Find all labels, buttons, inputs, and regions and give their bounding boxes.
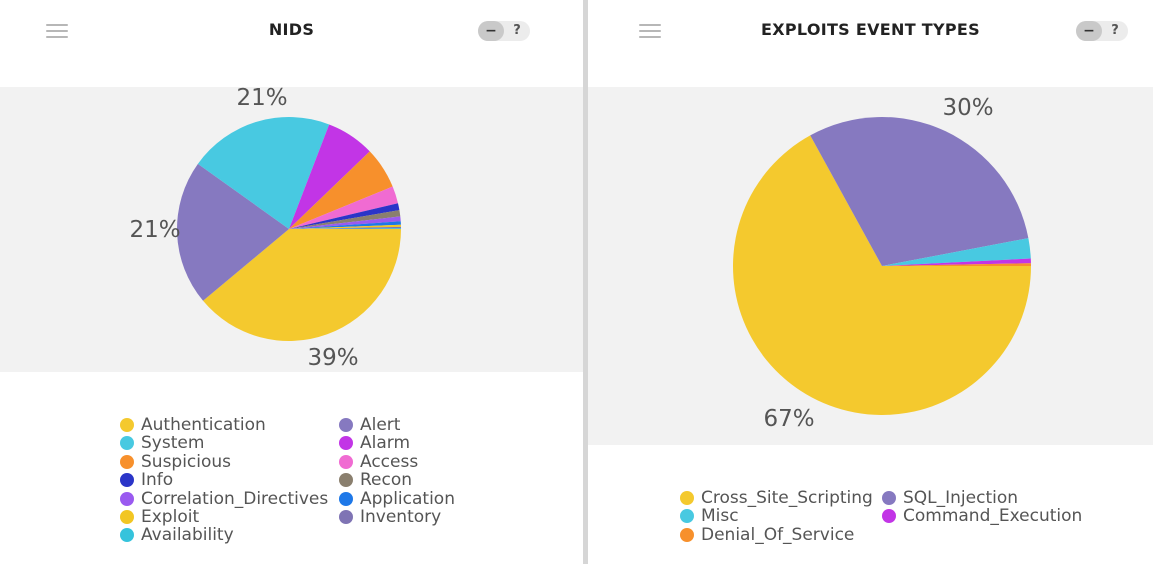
legend-marker (339, 491, 353, 506)
legend-item-misc[interactable]: Misc (680, 507, 739, 525)
minimize-button[interactable]: − (478, 21, 504, 41)
legend-item-alert[interactable]: Alert (339, 416, 400, 434)
legend-item-correlation-directives[interactable]: Correlation_Directives (120, 490, 328, 508)
legend-item-inventory[interactable]: Inventory (339, 508, 441, 526)
legend-marker (882, 509, 896, 524)
legend-marker (882, 491, 896, 505)
legend-item-authentication[interactable]: Authentication (120, 416, 266, 434)
legend-item-availability[interactable]: Availability (120, 526, 234, 544)
legend-marker (339, 473, 353, 488)
legend-label: Cross_Site_Scripting (701, 488, 873, 508)
data-label: 39% (307, 345, 358, 371)
legend-item-cross-site-scripting[interactable]: Cross_Site_Scripting (680, 489, 873, 507)
pie-slice-misc[interactable] (882, 238, 1031, 266)
legend-label: Access (360, 451, 419, 472)
help-button[interactable]: ? (1111, 23, 1119, 38)
legend-marker (120, 418, 134, 432)
legend-label: Misc (701, 506, 739, 527)
menu-icon[interactable] (46, 22, 68, 40)
data-label: 30% (942, 95, 993, 121)
data-label: 21% (129, 217, 180, 243)
legend-marker (680, 509, 694, 524)
exploits-pie-chart: 67% 30% (733, 95, 1031, 432)
legend-label: Info (141, 470, 174, 491)
pie-slice-suspicious[interactable] (289, 151, 393, 229)
legend-label: Alarm (360, 433, 411, 454)
help-button[interactable]: ? (513, 23, 521, 38)
legend-label: Inventory (360, 507, 442, 527)
minimize-button[interactable]: − (1076, 21, 1102, 41)
legend-marker (339, 510, 353, 524)
pie-slice-denial-of-service[interactable] (882, 263, 1031, 266)
legend-item-access[interactable]: Access (339, 453, 418, 471)
legend-item-suspicious[interactable]: Suspicious (120, 453, 231, 471)
legend-label: Alert (360, 415, 401, 435)
legend-label: Command_Execution (903, 506, 1083, 527)
legend-label: System (141, 433, 205, 454)
legend-marker (120, 436, 134, 451)
panel-controls: − ? (1076, 21, 1128, 41)
legend-marker (120, 473, 134, 488)
pie-slice-cross-site-scripting[interactable] (733, 135, 1031, 416)
legend-marker (339, 454, 353, 469)
legend-label: SQL_Injection (903, 488, 1019, 508)
legend-marker (120, 491, 134, 506)
pie-slice-inventory[interactable] (289, 226, 401, 229)
legend-item-denial-of-service[interactable]: Denial_Of_Service (680, 526, 854, 544)
pie-slice-alert[interactable] (177, 163, 289, 301)
legend-item-exploit[interactable]: Exploit (120, 508, 199, 526)
legend-marker (339, 418, 353, 432)
legend-marker (680, 527, 694, 542)
legend-item-alarm[interactable]: Alarm (339, 434, 410, 452)
legend-marker (680, 491, 694, 505)
legend-marker (120, 454, 134, 469)
pie-slice-exploit[interactable] (289, 224, 401, 229)
exploits-panel: EXPLOITS EVENT TYPES − ? 67% 30% Cross_Si… (588, 0, 1153, 564)
data-label: 67% (763, 406, 814, 432)
legend-item-system[interactable]: System (120, 434, 204, 452)
panel-controls: − ? (478, 21, 530, 41)
legend-item-sql-injection[interactable]: SQL_Injection (882, 489, 1018, 507)
legend-label: Authentication (141, 415, 266, 435)
pie-slice-correlation-directives[interactable] (289, 216, 401, 229)
legend-label: Correlation_Directives (141, 488, 329, 509)
legend-label: Denial_Of_Service (701, 524, 855, 545)
pie-slice-command-execution[interactable] (882, 258, 1031, 266)
pie-slice-info[interactable] (289, 203, 400, 229)
nids-panel: NIDS − ? 39% 21% 21% Authentication System S… (0, 20, 583, 544)
pie-slice-application[interactable] (289, 221, 401, 229)
pie-slice-sql-injection[interactable] (810, 117, 1029, 266)
legend-label: Suspicious (141, 451, 232, 472)
nids-pie-chart: 39% 21% 21% (129, 85, 402, 371)
legend-item-command-execution[interactable]: Command_Execution (882, 507, 1082, 525)
legend-marker (120, 528, 134, 543)
pie-slice-availability[interactable] (289, 228, 402, 229)
panel-title: NIDS (268, 20, 315, 39)
panel-title: EXPLOITS EVENT TYPES (761, 20, 980, 39)
legend-item-recon[interactable]: Recon (339, 471, 412, 489)
pie-slice-recon[interactable] (289, 210, 401, 229)
legend-item-application[interactable]: Application (339, 490, 455, 508)
menu-icon[interactable] (639, 22, 661, 40)
data-label: 21% (236, 85, 287, 111)
legend-marker (120, 510, 134, 524)
pie-slice-access[interactable] (289, 186, 398, 229)
legend-label: Recon (360, 470, 413, 491)
legend-label: Availability (141, 525, 234, 546)
legend-item-info[interactable]: Info (120, 471, 173, 489)
pie-slice-authentication[interactable] (203, 229, 401, 342)
legend-label: Exploit (141, 507, 200, 527)
pie-slice-alarm[interactable] (289, 124, 370, 229)
panel-divider (583, 0, 588, 564)
pie-slice-system[interactable] (197, 116, 330, 229)
legend-label: Application (360, 488, 455, 509)
legend-marker (339, 436, 353, 451)
